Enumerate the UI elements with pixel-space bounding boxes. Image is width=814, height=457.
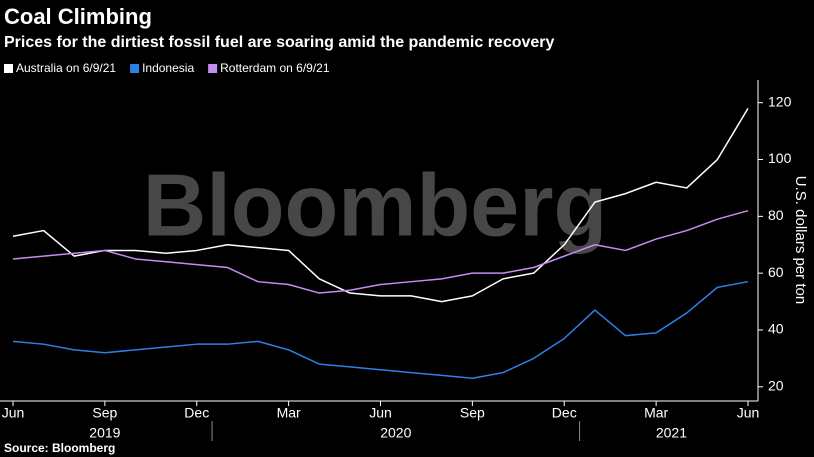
legend-swatch xyxy=(208,64,218,73)
x-tick-label: Dec xyxy=(552,405,577,421)
x-tick-label: Jun xyxy=(369,405,392,421)
watermark: Bloomberg xyxy=(143,155,607,254)
y-tick-label: 120 xyxy=(768,93,792,109)
legend-swatch xyxy=(130,64,140,73)
series-line xyxy=(12,209,749,294)
legend-label: Rotterdam on 6/9/21 xyxy=(220,61,330,75)
year-label: 2019 xyxy=(89,425,120,441)
x-tick-label: Sep xyxy=(460,405,485,421)
y-tick-label: 100 xyxy=(768,150,792,166)
legend-swatch xyxy=(4,64,13,73)
legend-label: Australia on 6/9/21 xyxy=(16,61,116,75)
y-tick-label: 80 xyxy=(768,207,784,223)
year-label: 2021 xyxy=(656,425,687,441)
series-line xyxy=(12,280,749,380)
legend-label: Indonesia xyxy=(142,61,194,75)
x-tick-label: Sep xyxy=(92,405,117,421)
y-tick-label: 60 xyxy=(768,264,784,280)
year-label: 2020 xyxy=(380,425,411,441)
y-tick-label: 20 xyxy=(768,377,784,393)
x-tick-label: Mar xyxy=(277,405,301,421)
x-tick-label: Dec xyxy=(184,405,209,421)
chart-title: Coal Climbing xyxy=(4,4,152,29)
chart-subtitle: Prices for the dirtiest fossil fuel are … xyxy=(4,34,555,51)
y-axis-label: U.S. dollars per ton xyxy=(792,176,809,304)
x-tick-label: Jun xyxy=(2,405,25,421)
y-tick-label: 40 xyxy=(768,321,784,337)
x-tick-label: Mar xyxy=(644,405,668,421)
x-tick-label: Jun xyxy=(737,405,760,421)
series-line xyxy=(12,108,749,303)
source: Source: Bloomberg xyxy=(4,441,115,455)
